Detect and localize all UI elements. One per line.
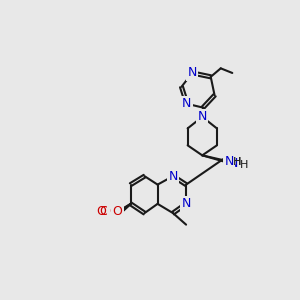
Text: O: O: [97, 205, 106, 218]
Text: O: O: [108, 208, 118, 221]
Text: H: H: [233, 157, 241, 166]
Text: O: O: [109, 205, 118, 218]
Text: N: N: [168, 169, 178, 183]
Text: O: O: [112, 205, 122, 218]
Text: N: N: [182, 197, 191, 210]
Text: H: H: [233, 157, 241, 166]
Text: N: N: [188, 67, 197, 80]
Text: N: N: [182, 197, 191, 210]
Text: O: O: [99, 205, 109, 218]
Text: N: N: [228, 157, 238, 169]
Text: N: N: [224, 155, 234, 168]
Text: N: N: [188, 67, 197, 80]
Text: N: N: [168, 169, 178, 183]
Text: H: H: [240, 160, 248, 170]
Text: N: N: [224, 155, 234, 168]
Text: N: N: [198, 110, 207, 123]
Text: O: O: [111, 205, 121, 218]
Text: N: N: [182, 97, 191, 110]
Text: N: N: [198, 110, 207, 123]
Text: N: N: [182, 97, 191, 110]
